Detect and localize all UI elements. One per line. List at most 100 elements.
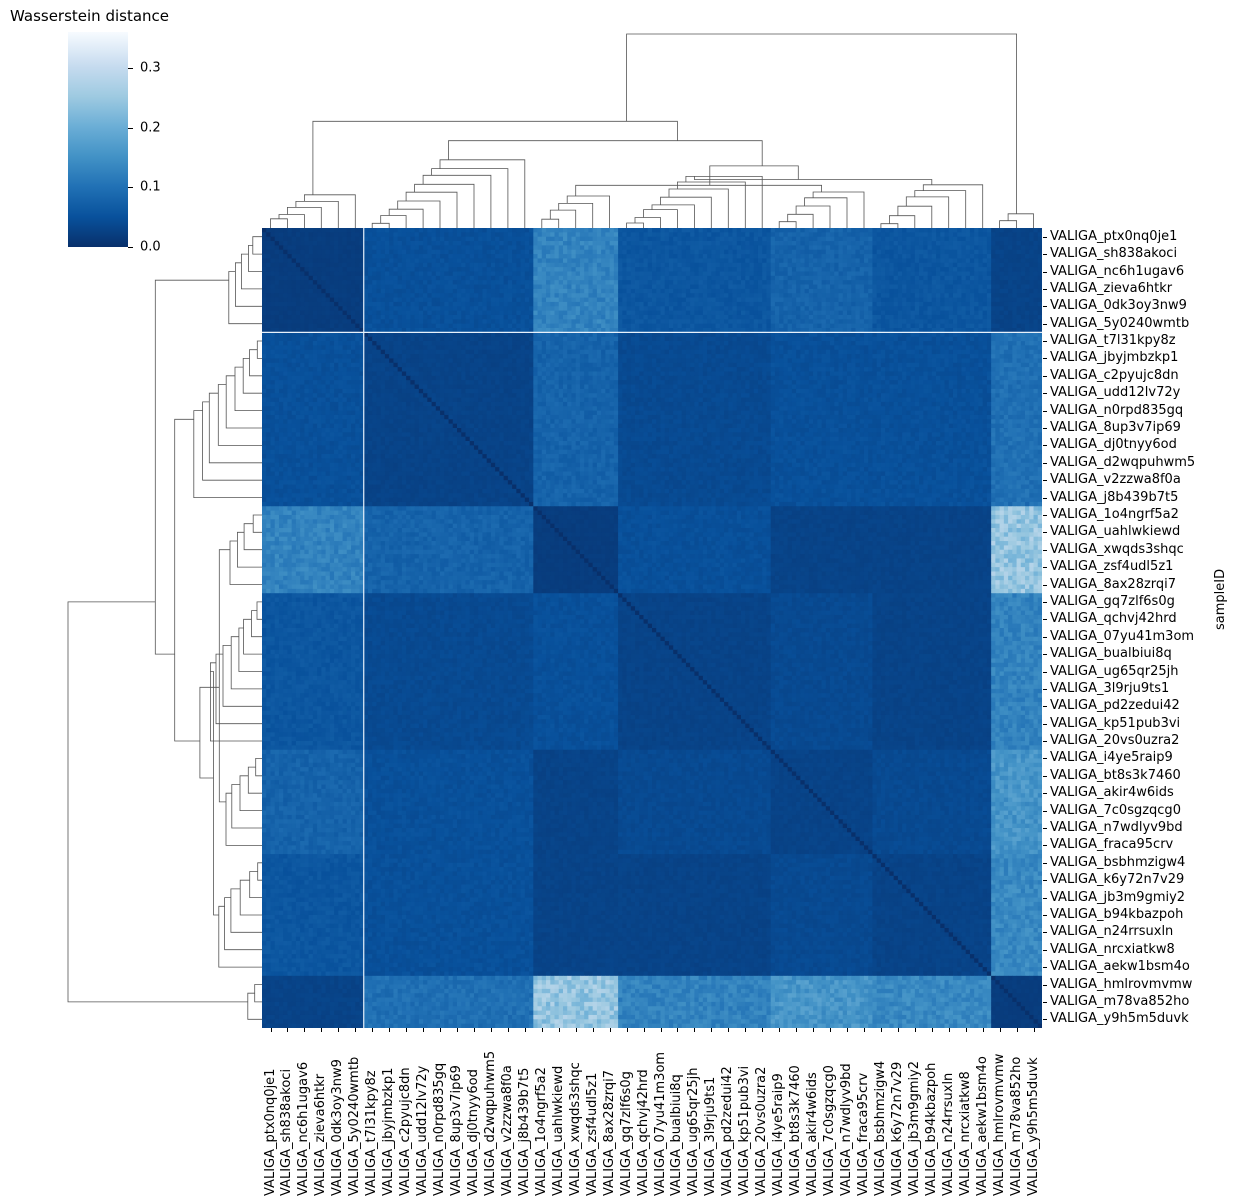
- heatmap-cell: [418, 262, 424, 268]
- heatmap-cell: [613, 254, 619, 259]
- heatmap-cell: [486, 336, 492, 342]
- heatmap-cell: [770, 328, 776, 333]
- heatmap-cell: [668, 280, 674, 285]
- heatmap-cell: [363, 293, 369, 298]
- heatmap-cell: [588, 301, 594, 307]
- heatmap-cell: [880, 271, 886, 277]
- heatmap-cell: [656, 232, 661, 238]
- heatmap-cell: [991, 306, 996, 312]
- heatmap-cell: [278, 319, 284, 325]
- heatmap-cell: [626, 328, 632, 333]
- heatmap-cell: [584, 275, 589, 281]
- heatmap-cell: [677, 280, 683, 285]
- heatmap-cell: [635, 271, 640, 277]
- heatmap-cell: [834, 267, 839, 272]
- heatmap-cell: [944, 228, 950, 233]
- heatmap-cell: [440, 228, 445, 233]
- heatmap-cell: [287, 332, 293, 338]
- heatmap-cell: [465, 297, 471, 303]
- heatmap-cell: [948, 254, 954, 259]
- heatmap-cell: [469, 328, 475, 333]
- heatmap-cell: [567, 301, 572, 307]
- heatmap-cell: [389, 241, 394, 246]
- heatmap-cell: [601, 341, 606, 346]
- heatmap-cell: [346, 275, 352, 281]
- heatmap-cell: [779, 306, 784, 312]
- heatmap-cell: [685, 249, 691, 255]
- heatmap-cell: [952, 310, 958, 316]
- heatmap-cell: [677, 262, 683, 268]
- heatmap-cell: [622, 262, 627, 268]
- heatmap-cell: [931, 232, 937, 238]
- heatmap-cell: [952, 301, 958, 307]
- heatmap-cell: [1012, 280, 1017, 285]
- heatmap-cell: [944, 280, 950, 285]
- heatmap-cell: [461, 288, 466, 294]
- heatmap-cell: [1029, 293, 1034, 298]
- heatmap-cell: [851, 323, 856, 329]
- heatmap-cell: [550, 258, 555, 264]
- heatmap-cell: [372, 258, 377, 264]
- heatmap-cell: [1020, 293, 1026, 298]
- heatmap-cell: [936, 267, 941, 272]
- heatmap-cell: [503, 254, 509, 259]
- heatmap-cell: [931, 254, 937, 259]
- heatmap-cell: [914, 336, 920, 342]
- heatmap-cell: [995, 328, 1001, 333]
- heatmap-cell: [656, 323, 661, 329]
- heatmap-cell: [575, 241, 581, 246]
- heatmap-cell: [554, 284, 560, 290]
- heatmap-cell: [931, 306, 937, 312]
- heatmap-cell: [278, 314, 284, 320]
- heatmap-cell: [635, 241, 640, 246]
- heatmap-cell: [652, 319, 657, 325]
- heatmap-cell: [490, 310, 496, 316]
- heatmap-cell: [342, 232, 348, 238]
- heatmap-cell: [885, 288, 890, 294]
- heatmap-cell: [512, 328, 517, 333]
- heatmap-cell: [719, 336, 725, 342]
- heatmap-cell: [1037, 284, 1042, 290]
- heatmap-cell: [1012, 267, 1017, 272]
- heatmap-cell: [991, 271, 996, 277]
- heatmap-cell: [957, 241, 962, 246]
- heatmap-cell: [469, 332, 475, 338]
- heatmap-cell: [711, 332, 716, 338]
- heatmap-cell: [567, 310, 572, 316]
- heatmap-cell: [914, 249, 920, 255]
- heatmap-cell: [1012, 245, 1017, 251]
- heatmap-cell: [774, 254, 780, 259]
- heatmap-cell: [999, 275, 1005, 281]
- heatmap-cell: [520, 245, 526, 251]
- heatmap-cell: [283, 323, 288, 329]
- heatmap-cell: [673, 232, 678, 238]
- heatmap-cell: [562, 236, 568, 242]
- heatmap-cell: [851, 306, 856, 312]
- heatmap-cell: [278, 267, 284, 272]
- heatmap-cell: [448, 319, 454, 325]
- heatmap-cell: [575, 275, 581, 281]
- heatmap-cell: [414, 262, 420, 268]
- heatmap-cell: [1033, 328, 1039, 333]
- heatmap-cell: [495, 271, 500, 277]
- heatmap-cell: [1029, 301, 1034, 307]
- heatmap-cell: [969, 297, 975, 303]
- heatmap-cell: [724, 249, 729, 255]
- dendrogram-link: [804, 197, 848, 228]
- heatmap-cell: [673, 332, 678, 338]
- heatmap-cell: [859, 310, 865, 316]
- heatmap-cell: [745, 293, 750, 298]
- heatmap-cell: [355, 323, 360, 329]
- heatmap-cell: [779, 228, 784, 233]
- heatmap-cell: [741, 271, 746, 277]
- heatmap-cell: [558, 293, 564, 298]
- heatmap-cell: [554, 336, 560, 342]
- heatmap-cell: [376, 236, 382, 242]
- heatmap-cell: [931, 245, 937, 251]
- heatmap-cell: [562, 341, 568, 346]
- heatmap-cell: [469, 288, 475, 294]
- heatmap-cell: [584, 271, 589, 277]
- heatmap-cell: [906, 332, 911, 338]
- heatmap-cell: [461, 267, 466, 272]
- heatmap-cell: [927, 228, 933, 233]
